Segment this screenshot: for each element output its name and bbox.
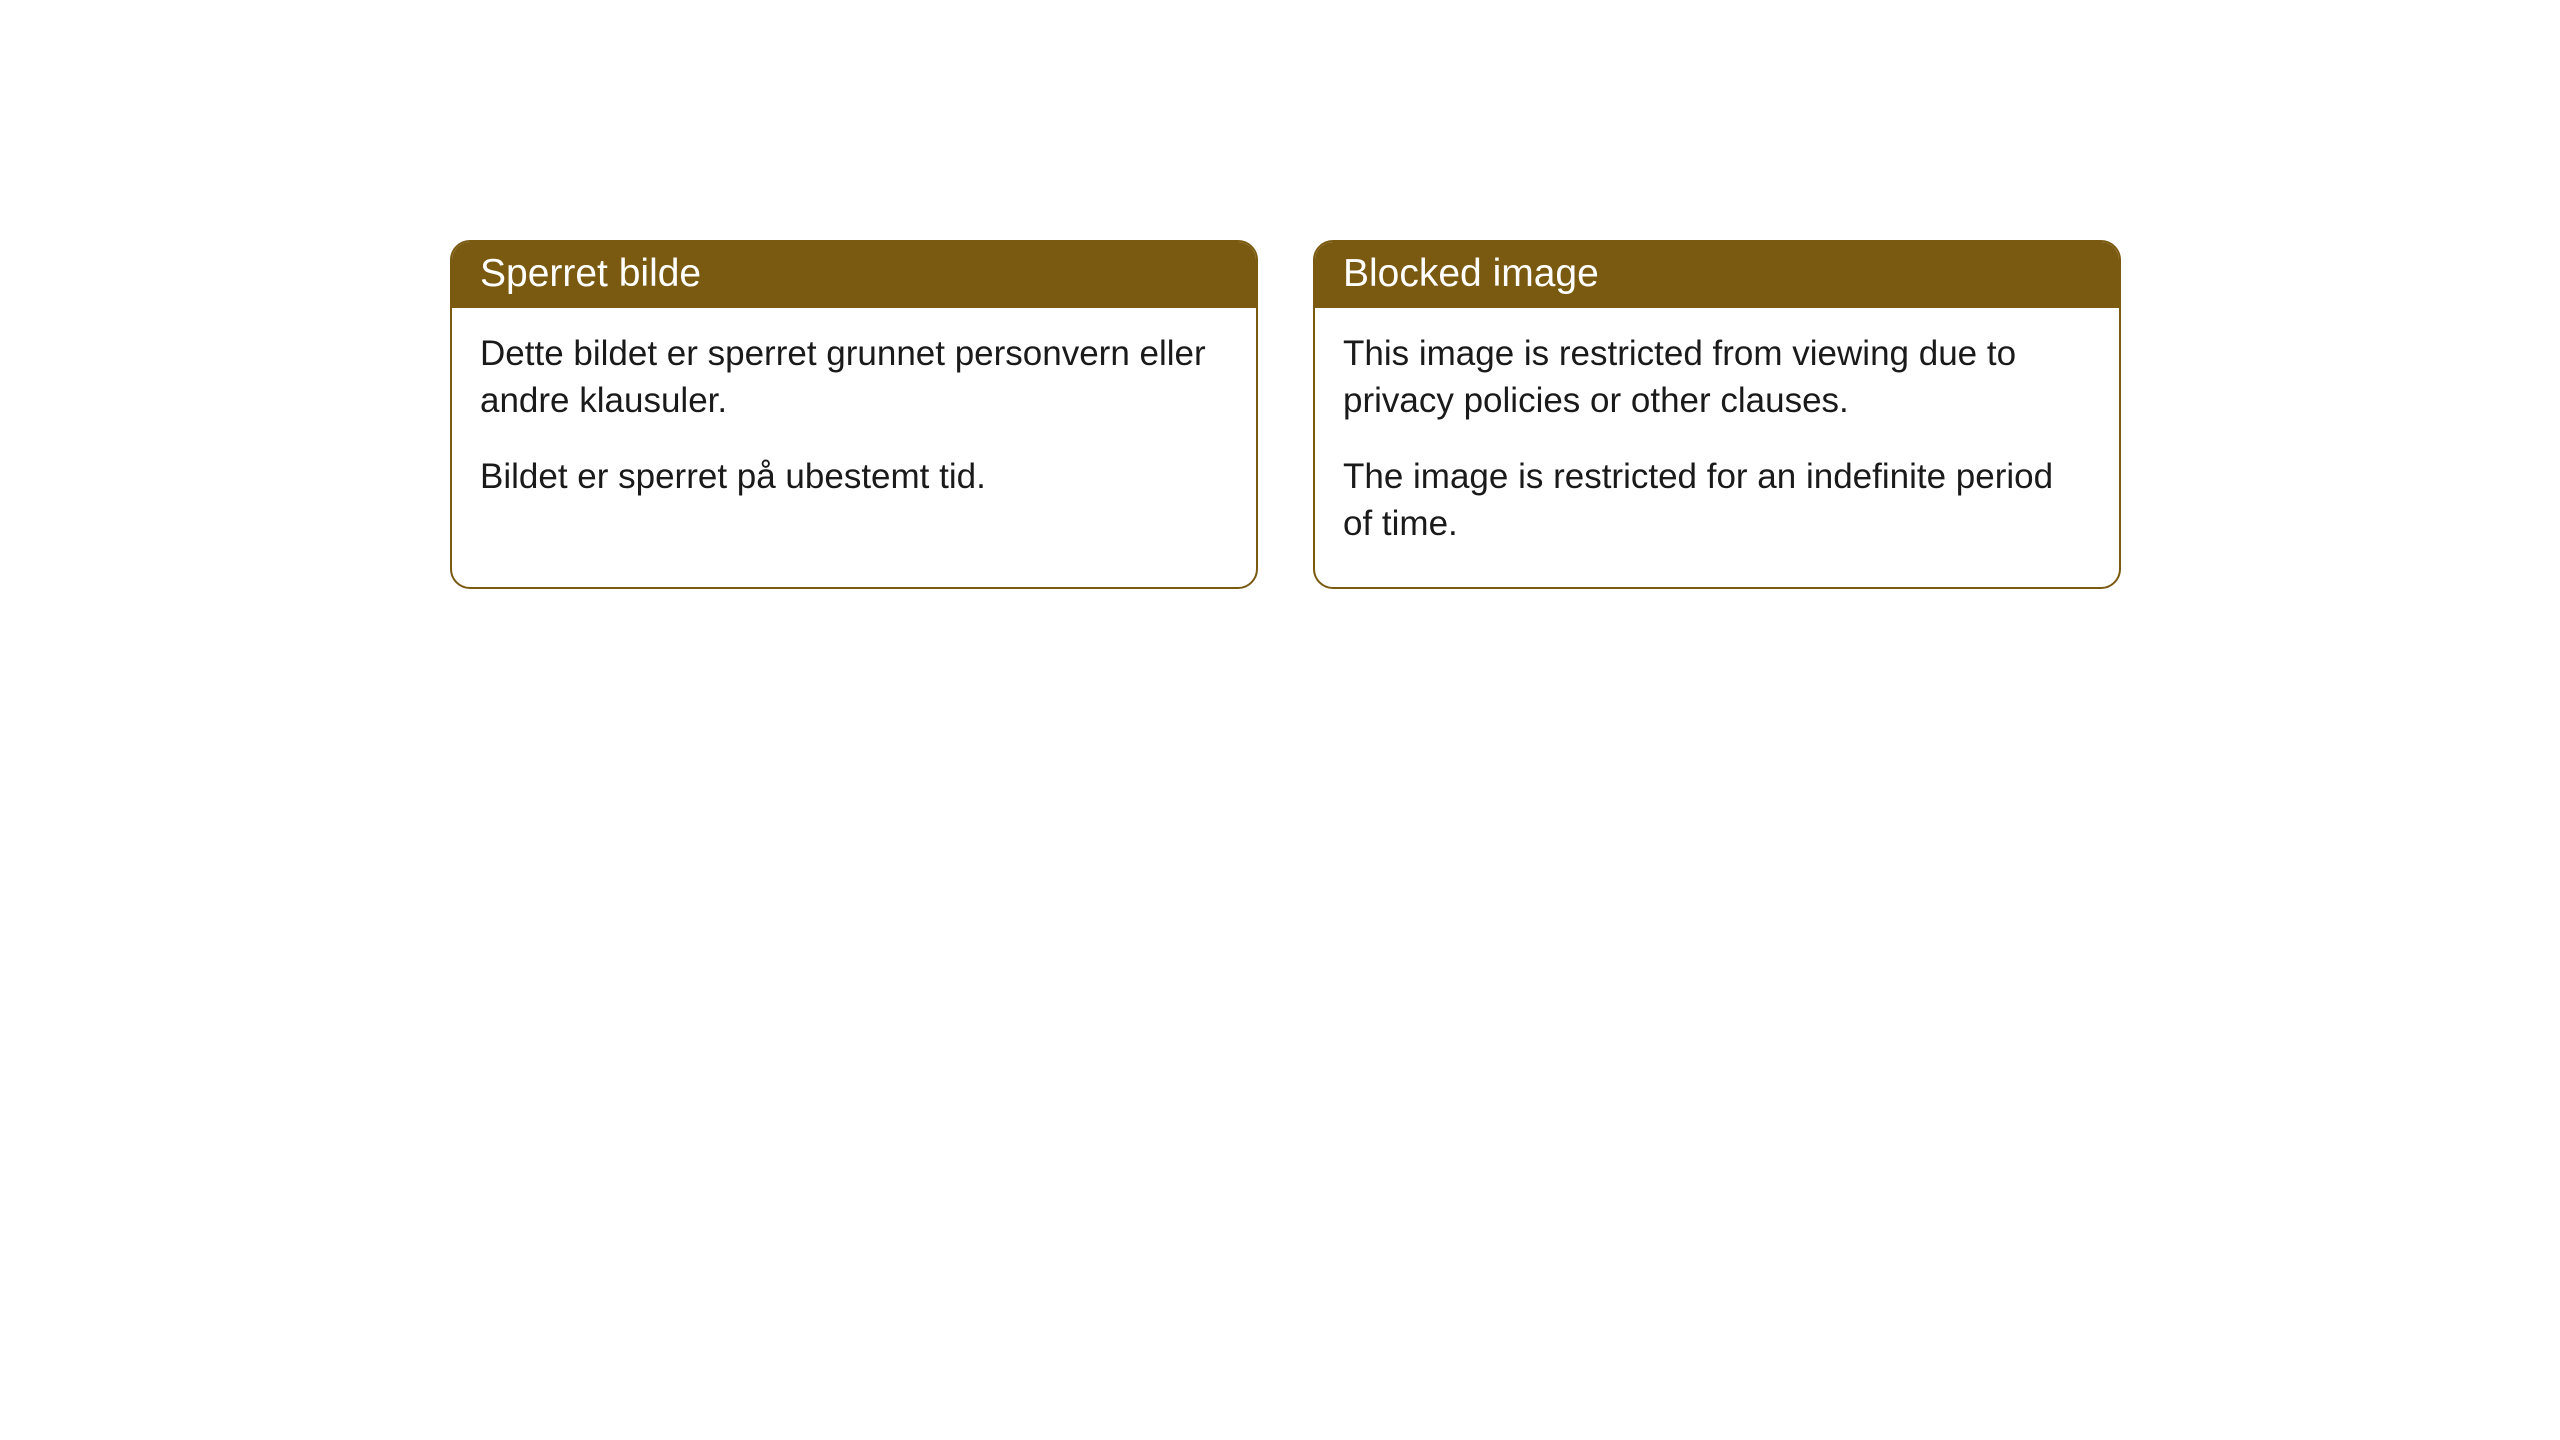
notice-text: This image is restricted from viewing du… — [1343, 330, 2091, 425]
notice-header-english: Blocked image — [1315, 242, 2119, 308]
notice-body-norwegian: Dette bildet er sperret grunnet personve… — [452, 308, 1256, 540]
notice-text: Dette bildet er sperret grunnet personve… — [480, 330, 1228, 425]
notice-text: The image is restricted for an indefinit… — [1343, 453, 2091, 548]
notice-body-english: This image is restricted from viewing du… — [1315, 308, 2119, 587]
notice-card-english: Blocked image This image is restricted f… — [1313, 240, 2121, 589]
notice-header-norwegian: Sperret bilde — [452, 242, 1256, 308]
notice-cards-container: Sperret bilde Dette bildet er sperret gr… — [0, 0, 2560, 589]
notice-card-norwegian: Sperret bilde Dette bildet er sperret gr… — [450, 240, 1258, 589]
notice-text: Bildet er sperret på ubestemt tid. — [480, 453, 1228, 500]
